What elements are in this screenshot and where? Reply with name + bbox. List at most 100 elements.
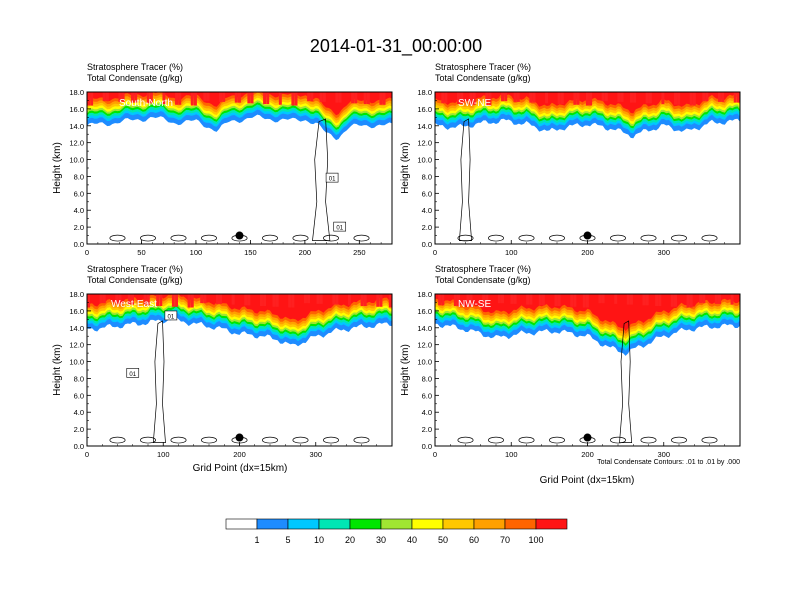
y-tick-label: 0.0 bbox=[74, 240, 84, 249]
y-tick-label: 4.0 bbox=[74, 408, 84, 417]
tracer-band bbox=[87, 294, 392, 322]
tracer-streak bbox=[237, 92, 241, 103]
tracer-streak bbox=[557, 92, 561, 105]
tracer-streak bbox=[702, 294, 706, 304]
tracer-streak bbox=[376, 294, 380, 307]
x-tick-label: 0 bbox=[85, 450, 89, 459]
x-tick-label: 0 bbox=[433, 248, 437, 257]
tracer-streak bbox=[190, 92, 194, 106]
tracer-streak bbox=[501, 92, 505, 102]
tracer-streak bbox=[366, 92, 370, 105]
tracer-streak bbox=[143, 294, 147, 306]
colorbar-label: 70 bbox=[500, 535, 510, 545]
condensate-contour bbox=[262, 436, 278, 444]
tracer-streak bbox=[146, 92, 150, 104]
panel-label: NW-SE bbox=[458, 299, 491, 310]
location-marker bbox=[235, 433, 244, 442]
panel-tracer-label: Stratosphere Tracer (%) bbox=[435, 264, 531, 274]
contour-label: 01 bbox=[333, 221, 347, 232]
y-tick-label: 18.0 bbox=[69, 290, 84, 299]
tracer-streak bbox=[560, 92, 564, 105]
tracer-streak bbox=[692, 92, 696, 106]
tracer-streak bbox=[244, 294, 248, 306]
y-tick-label: 8.0 bbox=[422, 172, 432, 181]
tracer-streak bbox=[472, 92, 476, 105]
tracer-streak bbox=[382, 92, 386, 105]
tracer-streak bbox=[263, 92, 267, 105]
tracer-streak bbox=[105, 92, 109, 102]
tracer-streak bbox=[266, 92, 270, 105]
tracer-streak bbox=[730, 294, 734, 305]
y-tick-label: 8.0 bbox=[74, 172, 84, 181]
panel-tracer-label: Stratosphere Tracer (%) bbox=[87, 264, 183, 274]
colorbar-cell bbox=[442, 518, 475, 530]
tracer-streak bbox=[303, 294, 307, 304]
tracer-streak bbox=[513, 92, 517, 102]
tracer-streak bbox=[322, 92, 326, 102]
condensate-contour bbox=[549, 234, 565, 242]
condensate-contour bbox=[610, 234, 626, 242]
tracer-streak bbox=[347, 294, 351, 306]
condensate-contour bbox=[518, 436, 535, 444]
tracer-streak bbox=[102, 294, 106, 304]
tracer-streak bbox=[379, 92, 383, 105]
tracer-streak bbox=[736, 92, 740, 103]
tracer-streak bbox=[648, 92, 652, 104]
y-tick-label: 0.0 bbox=[422, 240, 432, 249]
condensate-contour bbox=[109, 436, 126, 444]
condensate-contour bbox=[610, 436, 626, 444]
tracer-streak bbox=[291, 92, 295, 106]
tracer-streak bbox=[717, 294, 721, 304]
x-tick-label: 200 bbox=[581, 450, 594, 459]
y-tick-label: 14.0 bbox=[417, 122, 432, 131]
tracer-streak bbox=[457, 294, 461, 307]
tracer-streak bbox=[219, 294, 223, 304]
plot-area: 01 01 bbox=[86, 91, 393, 245]
x-tick-label: 100 bbox=[505, 450, 518, 459]
tracer-streak bbox=[363, 294, 367, 307]
plot-area: 01 01 bbox=[86, 293, 393, 447]
tracer-streak bbox=[388, 294, 392, 308]
x-axis-label: Grid Point (dx=15km) bbox=[193, 463, 288, 474]
y-tick-label: 10.0 bbox=[69, 358, 84, 367]
tracer-streak bbox=[573, 92, 577, 105]
tracer-streak bbox=[441, 92, 445, 104]
condensate-contour bbox=[152, 320, 166, 443]
tracer-streak bbox=[438, 294, 442, 306]
condensate-contour bbox=[619, 320, 633, 443]
tracer-streak bbox=[335, 294, 339, 305]
tracer-streak bbox=[234, 92, 238, 103]
colorbar-cell bbox=[504, 518, 537, 530]
condensate-contour bbox=[140, 436, 156, 444]
x-tick-label: 100 bbox=[157, 450, 170, 459]
colorbar-label: 1 bbox=[254, 535, 259, 545]
tracer-streak bbox=[733, 92, 737, 103]
tracer-streak bbox=[200, 294, 204, 304]
tracer-streak bbox=[714, 294, 718, 304]
panel-west-east: Stratosphere Tracer (%) Total Condensate… bbox=[52, 264, 393, 474]
tracer-streak bbox=[601, 294, 605, 304]
tracer-streak bbox=[541, 294, 545, 306]
y-tick-label: 2.0 bbox=[74, 223, 84, 232]
tracer-streak bbox=[379, 294, 383, 307]
tracer-streak bbox=[504, 92, 508, 102]
location-marker bbox=[235, 231, 244, 240]
x-tick-label: 300 bbox=[657, 450, 670, 459]
contour-label: 01 bbox=[325, 172, 339, 183]
x-tick-label: 250 bbox=[353, 248, 366, 257]
tracer-streak bbox=[689, 294, 693, 308]
tracer-streak bbox=[689, 92, 693, 106]
panel-tracer-label: Stratosphere Tracer (%) bbox=[435, 62, 531, 72]
y-tick-label: 4.0 bbox=[422, 206, 432, 215]
tracer-streak bbox=[538, 294, 542, 306]
tracer-streak bbox=[658, 294, 662, 307]
tracer-streak bbox=[131, 294, 135, 305]
condensate-contour bbox=[457, 234, 474, 242]
tracer-streak bbox=[585, 294, 589, 308]
tracer-streak bbox=[469, 92, 473, 105]
tracer-streak bbox=[501, 294, 505, 304]
tracer-streak bbox=[699, 294, 703, 304]
tracer-streak bbox=[673, 294, 677, 307]
colorbar-label: 10 bbox=[314, 535, 324, 545]
condensate-contour bbox=[353, 436, 370, 444]
